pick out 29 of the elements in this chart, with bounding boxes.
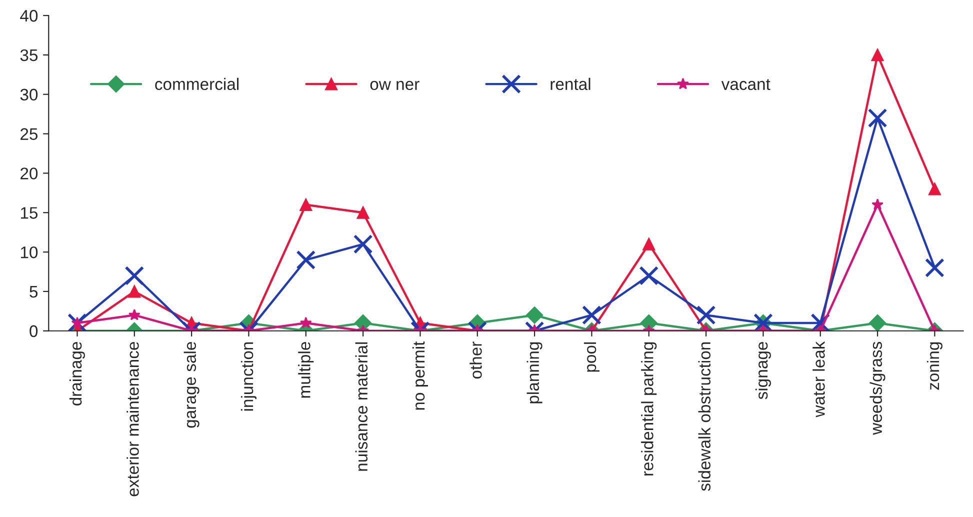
y-tick-label: 20	[20, 168, 38, 180]
x-tick-label: multiple	[298, 342, 314, 398]
x-tick-label: residential parking	[641, 342, 657, 476]
y-tick-label: 30	[20, 88, 38, 101]
x-tick-label: water leak	[812, 341, 825, 418]
x-tick-label: zoning	[926, 342, 942, 390]
x-tick-label: signage	[755, 342, 771, 400]
x-tick-label: injunction	[240, 342, 256, 411]
x-tick-label: sidewalk obstruction	[698, 342, 711, 491]
x-tick-label: other	[470, 342, 482, 379]
y-tick-label: 15	[20, 207, 38, 219]
x-tick-label: garage sale	[184, 342, 200, 428]
y-tick-label: 5	[30, 286, 38, 298]
legend-label: commercial	[155, 78, 239, 90]
legend-label: ow ner	[370, 80, 420, 90]
y-tick-label: 25	[20, 128, 38, 140]
legend-label: rental	[550, 78, 590, 90]
y-tick-label: 35	[20, 49, 38, 62]
y-tick-label: 0	[30, 325, 38, 338]
x-tick-label: no permit	[412, 341, 428, 410]
legend-label: vacant	[721, 79, 770, 90]
x-tick-label: drainage	[69, 342, 85, 406]
x-tick-label: exterior maintenance	[126, 342, 139, 496]
x-tick-label: pool	[584, 342, 600, 372]
x-tick-label: planning	[526, 342, 542, 404]
x-tick-label: weeds/grass	[870, 342, 886, 435]
y-tick-label: 40	[20, 10, 38, 22]
x-tick-label: nuisance material	[355, 342, 368, 471]
y-tick-label: 10	[20, 246, 38, 258]
